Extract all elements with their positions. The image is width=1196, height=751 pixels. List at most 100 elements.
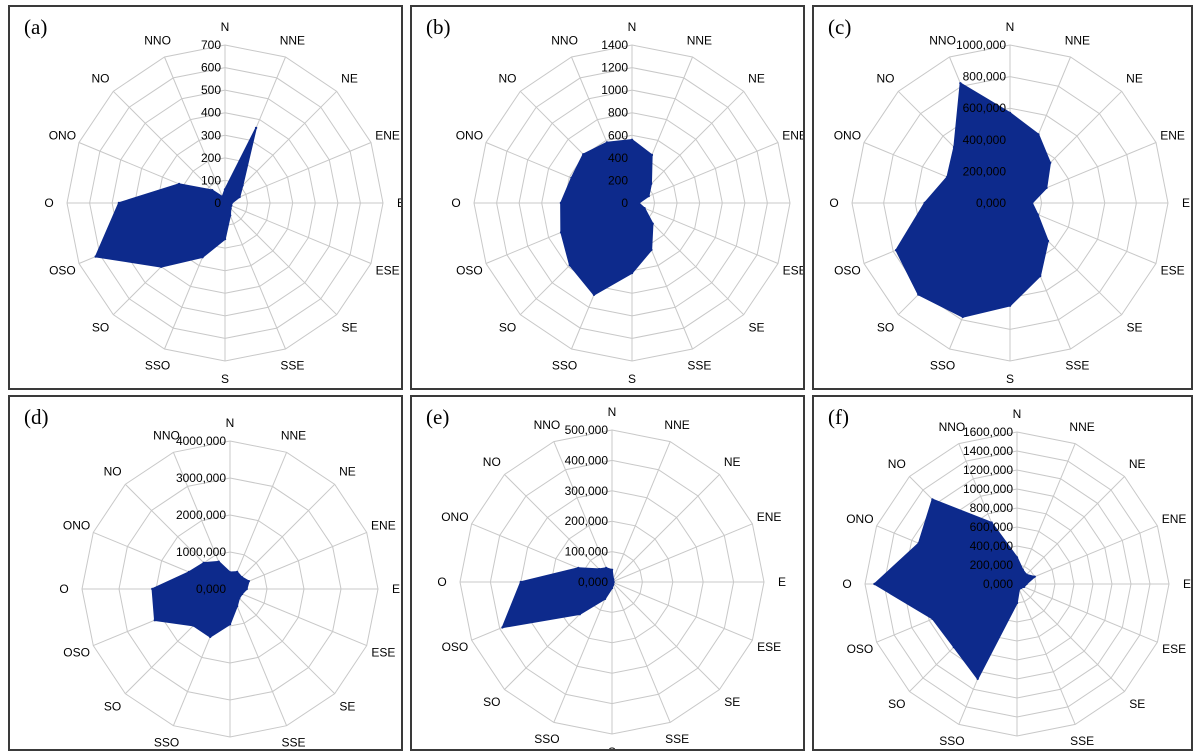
category-label-sso: SSO — [534, 732, 559, 746]
data-point-n — [1015, 556, 1019, 559]
data-point-so — [160, 265, 163, 268]
category-label-no: NO — [499, 72, 517, 86]
tick-label: 200 — [201, 151, 221, 165]
category-label-oso: OSO — [834, 263, 861, 277]
data-point-e — [245, 587, 248, 591]
category-label-s: S — [1006, 372, 1014, 386]
data-point-nne — [254, 126, 258, 130]
grid-spoke — [224, 90, 338, 204]
data-point-so — [568, 264, 571, 267]
data-point-e — [1030, 201, 1034, 205]
category-label-ene: ENE — [375, 129, 400, 143]
series-area — [94, 127, 257, 268]
grid-spoke — [631, 142, 779, 204]
category-label-sse: SSE — [1065, 359, 1089, 373]
data-point-nne — [612, 578, 615, 581]
category-label-s: S — [221, 372, 229, 386]
data-point-so — [578, 613, 581, 616]
category-label-sse: SSE — [665, 732, 689, 746]
category-label-nno: NNO — [551, 33, 578, 47]
data-point-ese — [230, 204, 233, 207]
category-label-ne: NE — [339, 465, 356, 479]
data-point-sse — [1018, 588, 1021, 591]
data-point-oso — [94, 255, 97, 258]
grid-spoke — [229, 588, 367, 647]
category-label-oso: OSO — [456, 263, 483, 277]
category-label-nne: NNE — [664, 418, 689, 432]
grid-spoke — [224, 202, 286, 350]
category-label-s: S — [628, 372, 636, 386]
data-point-sso — [201, 256, 204, 259]
tick-label: 800 — [608, 106, 628, 120]
data-point-ne — [241, 184, 244, 187]
category-label-e: E — [778, 575, 786, 589]
grid-spoke — [229, 483, 336, 590]
tick-label: 400 — [608, 151, 628, 165]
category-label-e: E — [1182, 196, 1190, 210]
grid-spoke — [229, 588, 288, 726]
data-point-ono — [177, 182, 181, 186]
grid-spoke — [112, 90, 226, 204]
data-point-no — [202, 561, 205, 564]
data-point-e — [230, 201, 233, 205]
grid-spoke — [611, 581, 720, 690]
panel-label: (e) — [426, 405, 450, 429]
tick-label: 400,000 — [970, 539, 1014, 553]
data-point-o — [873, 582, 876, 586]
category-label-ene: ENE — [371, 519, 396, 533]
category-label-ne: NE — [748, 72, 765, 86]
category-label-nno: NNO — [939, 420, 966, 434]
grid-spoke — [1016, 583, 1158, 643]
tick-label: 400 — [201, 106, 221, 120]
series-area — [895, 82, 1051, 318]
data-point-s — [1015, 601, 1019, 605]
tick-label: 0,000 — [196, 582, 226, 596]
data-point-sso — [209, 635, 212, 639]
grid-spoke — [553, 581, 613, 723]
category-label-ese: ESE — [371, 646, 395, 660]
category-label-se: SE — [341, 321, 357, 335]
tick-label: 1000,000 — [956, 38, 1006, 52]
tick-label: 200,000 — [565, 514, 609, 528]
data-point-oso — [153, 619, 156, 622]
category-label-se: SE — [724, 695, 740, 709]
category-label-o: O — [451, 196, 460, 210]
data-point-no — [211, 189, 214, 192]
category-label-nno: NNO — [144, 33, 171, 47]
data-point-se — [651, 222, 654, 225]
data-point-sso — [976, 677, 979, 680]
category-label-sso: SSO — [154, 735, 179, 749]
grid-spoke — [611, 581, 753, 641]
grid-spoke — [224, 202, 372, 264]
tick-label: 4000,000 — [176, 434, 226, 448]
category-label-ono: ONO — [834, 129, 861, 143]
tick-label: 0,000 — [578, 575, 608, 589]
data-point-ono — [917, 542, 920, 545]
category-label-ono: ONO — [63, 519, 90, 533]
category-label-ese: ESE — [1161, 263, 1185, 277]
radar-chart-c: 0,000 200,000 400,000 600,000 800,000 1000,00… — [829, 20, 1190, 386]
category-label-s: S — [226, 748, 234, 751]
data-point-s — [610, 586, 614, 590]
category-label-ese: ESE — [783, 263, 805, 277]
grid-spoke — [229, 588, 336, 695]
data-point-sse — [612, 583, 615, 586]
category-label-n: N — [608, 405, 617, 419]
data-point-ne — [1049, 161, 1052, 164]
data-point-nno — [221, 195, 224, 198]
data-point-ne — [650, 182, 653, 185]
category-label-so: SO — [888, 697, 905, 711]
chart-panel-c: (c) 0,000 200,000 400,000 600,000 800,000 100… — [812, 5, 1193, 390]
grid-spoke — [611, 441, 671, 583]
category-label-o: O — [44, 196, 53, 210]
data-point-n — [223, 188, 227, 191]
tick-label: 400,000 — [565, 453, 609, 467]
data-point-nno — [605, 141, 609, 144]
tick-label: 600,000 — [970, 520, 1014, 534]
category-label-ene: ENE — [757, 510, 782, 524]
category-label-so: SO — [92, 321, 109, 335]
category-label-n: N — [226, 416, 235, 430]
tick-label: 0,000 — [983, 577, 1013, 591]
